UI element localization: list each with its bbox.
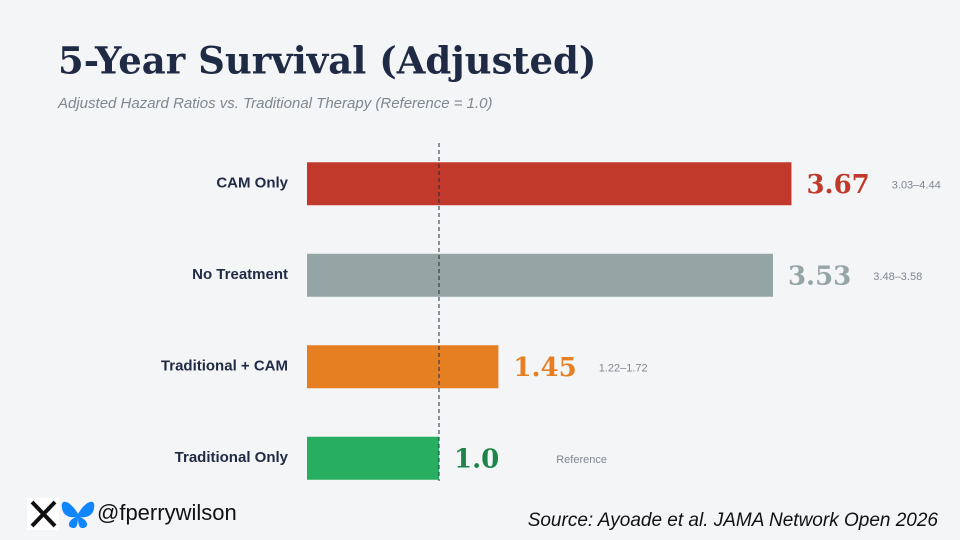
x-logo — [27, 498, 59, 530]
bar — [307, 162, 792, 206]
bar — [307, 253, 773, 297]
value-label: 3.67 — [806, 170, 869, 200]
interval-label: 3.03–4.44 — [892, 180, 941, 192]
interval-label: Reference — [556, 454, 607, 466]
interval-label: 3.48–3.58 — [873, 271, 922, 283]
value-label: 3.53 — [788, 261, 851, 291]
handle: @fperrywilson — [97, 500, 237, 525]
value-label: 1.45 — [513, 353, 576, 383]
chart-title: 5-Year Survival (Adjusted) — [58, 39, 596, 83]
category-label: Traditional + CAM — [161, 358, 288, 375]
category-label: CAM Only — [216, 175, 288, 192]
bar — [307, 436, 439, 480]
interval-label: 1.22–1.72 — [599, 363, 648, 375]
category-label: No Treatment — [192, 266, 288, 283]
category-label: Traditional Only — [175, 449, 289, 466]
source: Source: Ayoade et al. JAMA Network Open … — [528, 510, 939, 531]
value-label: 1.0 — [454, 444, 499, 474]
chart-subtitle: Adjusted Hazard Ratios vs. Traditional T… — [57, 95, 493, 112]
bar — [307, 345, 499, 389]
bluesky-logo — [61, 501, 95, 528]
